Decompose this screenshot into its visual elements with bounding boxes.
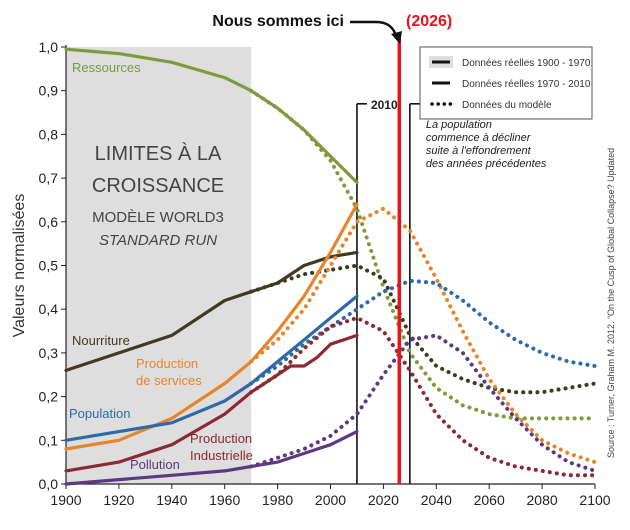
series-label: Production bbox=[190, 431, 252, 446]
y-tick-label: 0,6 bbox=[39, 214, 59, 230]
y-tick-label: 0,2 bbox=[39, 389, 59, 405]
series-nourriture bbox=[64, 250, 597, 395]
real-data-line bbox=[64, 202, 359, 451]
x-tick-label: 1960 bbox=[209, 492, 240, 508]
series-production-de-services bbox=[64, 202, 597, 465]
series-ressources bbox=[64, 47, 597, 421]
real-data-line bbox=[64, 294, 359, 442]
x-tick-label: 2060 bbox=[474, 492, 505, 508]
x-tick-label: 2080 bbox=[527, 492, 558, 508]
y-tick-label: 0,8 bbox=[39, 126, 59, 142]
legend-label: Données réelles 1900 - 1970 bbox=[462, 58, 591, 69]
y-tick-label: 0,4 bbox=[39, 301, 59, 317]
x-tick-label: 1940 bbox=[156, 492, 187, 508]
x-tick-label: 2000 bbox=[315, 492, 346, 508]
pointer-arrow bbox=[350, 20, 398, 37]
x-tick-label: 1900 bbox=[50, 492, 81, 508]
model-line bbox=[249, 278, 597, 386]
series-label: de services bbox=[136, 373, 202, 388]
model-line bbox=[249, 333, 597, 473]
series-label: Nourriture bbox=[72, 333, 130, 348]
y-tick-label: 0,7 bbox=[39, 170, 59, 186]
series-population bbox=[64, 278, 597, 442]
annotation-2030-line: commence à décliner bbox=[426, 132, 532, 144]
model-line bbox=[249, 263, 597, 395]
annotation-2030-line: suite à l'effondrement bbox=[426, 145, 532, 157]
real-data-line bbox=[64, 333, 359, 473]
source-note: Source : Turner, Graham M. 2012. “On the… bbox=[606, 148, 616, 458]
real-data-line bbox=[64, 47, 359, 185]
arrow-head-icon bbox=[391, 31, 402, 44]
chart-title-line: LIMITES À LA bbox=[95, 142, 222, 165]
series-label: Production bbox=[136, 356, 198, 371]
historical-period-shade bbox=[66, 47, 252, 484]
y-tick-label: 0,9 bbox=[39, 83, 59, 99]
series-label: Ressources bbox=[72, 60, 141, 75]
y-tick-label: 1,0 bbox=[39, 39, 59, 55]
model-line bbox=[249, 315, 597, 478]
series-production-industrielle bbox=[64, 315, 597, 478]
model-line bbox=[249, 206, 597, 465]
series-label: Population bbox=[69, 406, 130, 421]
legend-label: Données réelles 1970 - 2010 bbox=[462, 79, 591, 90]
x-tick-label: 1920 bbox=[103, 492, 134, 508]
current-year-label: (2026) bbox=[406, 13, 452, 30]
x-tick-label: 1980 bbox=[262, 492, 293, 508]
legend-label: Données du modèle bbox=[462, 100, 552, 111]
real-data-line bbox=[64, 430, 359, 486]
series-pollution bbox=[64, 333, 597, 486]
y-tick-label: 0,3 bbox=[39, 345, 59, 361]
x-tick-label: 2040 bbox=[421, 492, 452, 508]
chart-title-line: CROISSANCE bbox=[92, 175, 224, 197]
y-tick-label: 0,1 bbox=[39, 432, 59, 448]
current-position-label: Nous sommes ici bbox=[212, 13, 344, 30]
y-tick-label: 0,5 bbox=[39, 258, 59, 274]
series-label: Industrielle bbox=[190, 448, 253, 463]
chart-title-line: STANDARD RUN bbox=[99, 232, 217, 249]
series-label: Pollution bbox=[130, 457, 180, 472]
x-tick-label: 2100 bbox=[579, 492, 610, 508]
real-data-line bbox=[64, 250, 359, 372]
y-axis-label: Valeurs normalisées bbox=[11, 194, 28, 338]
annotation-2030-line: des années précédentes bbox=[426, 158, 547, 170]
chart-title-line: MODÈLE WORLD3 bbox=[92, 209, 224, 226]
x-tick-label: 2020 bbox=[368, 492, 399, 508]
y-tick-label: 0,0 bbox=[39, 476, 59, 492]
annotation-2030-line: La population bbox=[426, 119, 492, 131]
marker-year-label: 2010 bbox=[371, 98, 398, 112]
